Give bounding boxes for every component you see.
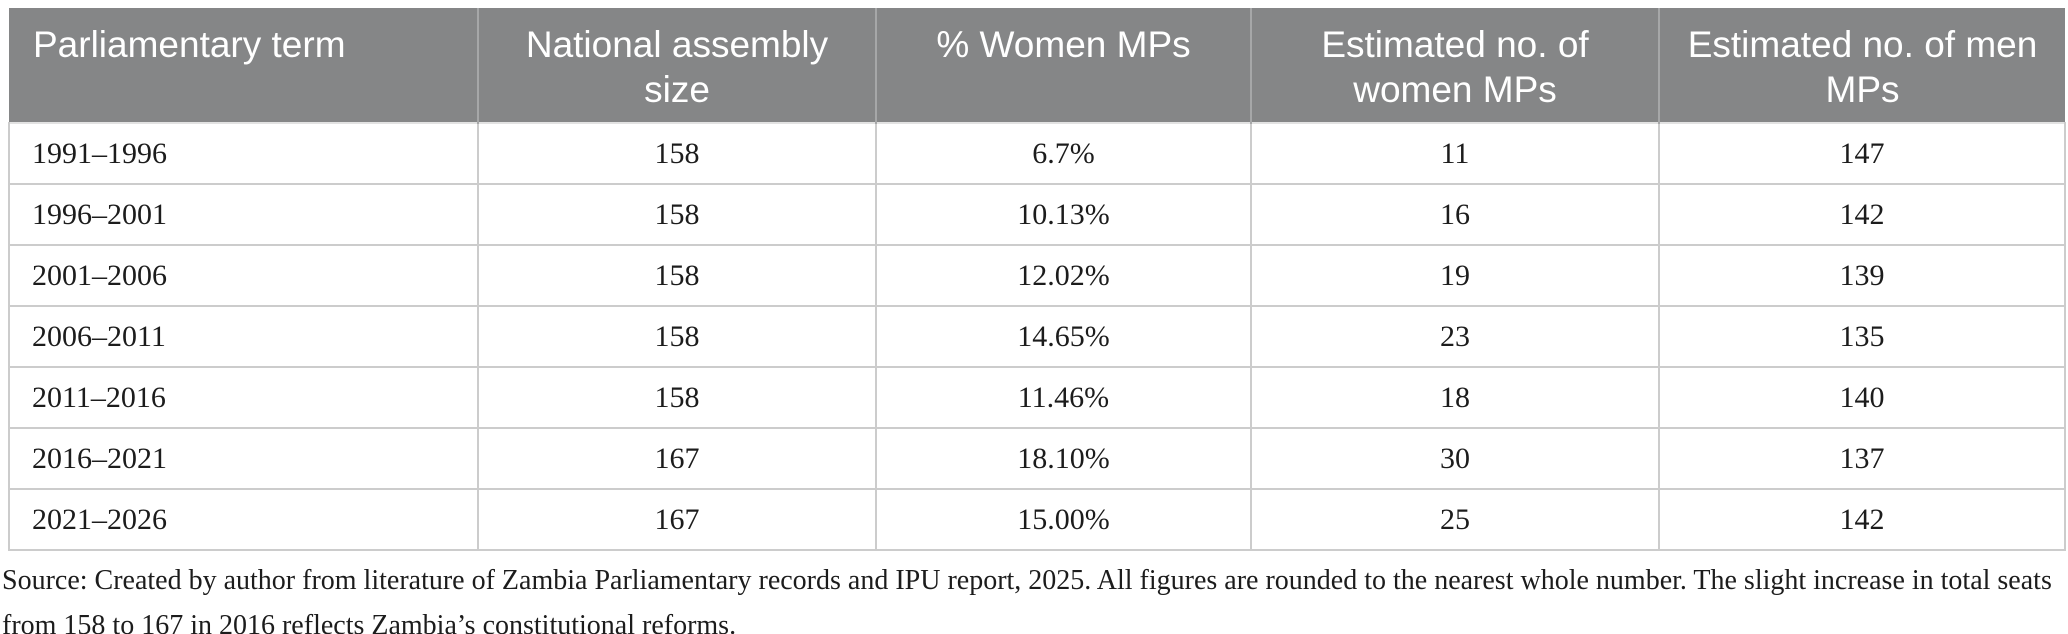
table-cell: 15.00% <box>875 488 1252 551</box>
table-header: Parliamentary term National assembly siz… <box>9 8 2065 123</box>
table-cell: 158 <box>477 366 877 429</box>
table-row: 2001–2006 158 12.02% 19 139 <box>8 244 2066 307</box>
table-cell: 142 <box>1658 488 2066 551</box>
table-cell: 25 <box>1250 488 1660 551</box>
header-row: Parliamentary term National assembly siz… <box>9 8 2065 123</box>
column-header-estimated-men-mps: Estimated no. of men MPs <box>1658 8 2065 123</box>
cell-parliamentary-term: 2021–2026 <box>8 488 479 551</box>
table-cell: 158 <box>477 244 877 307</box>
table-cell: 167 <box>477 427 877 490</box>
cell-parliamentary-term: 2011–2016 <box>8 366 479 429</box>
table-row: 1991–1996 158 6.7% 11 147 <box>8 122 2066 185</box>
table-cell: 135 <box>1658 305 2066 368</box>
column-header-parliamentary-term: Parliamentary term <box>9 8 478 123</box>
table-cell: 147 <box>1658 122 2066 185</box>
table-cell: 139 <box>1658 244 2066 307</box>
table-cell: 10.13% <box>875 183 1252 246</box>
column-header-percent-women-mps: % Women MPs <box>875 8 1251 123</box>
column-header-estimated-women-mps: Estimated no. of women MPs <box>1250 8 1659 123</box>
table-cell: 158 <box>477 122 877 185</box>
table-cell: 11.46% <box>875 366 1252 429</box>
cell-parliamentary-term: 2016–2021 <box>8 427 479 490</box>
table-cell: 11 <box>1250 122 1660 185</box>
source-note: Source: Created by author from literatur… <box>2 565 2052 634</box>
cell-parliamentary-term: 1991–1996 <box>8 122 479 185</box>
table-cell: 14.65% <box>875 305 1252 368</box>
table-cell: 18 <box>1250 366 1660 429</box>
table-cell: 137 <box>1658 427 2066 490</box>
cell-parliamentary-term: 2001–2006 <box>8 244 479 307</box>
table-cell: 23 <box>1250 305 1660 368</box>
table-row: 2016–2021 167 18.10% 30 137 <box>8 427 2066 490</box>
table-cell: 18.10% <box>875 427 1252 490</box>
table-cell: 142 <box>1658 183 2066 246</box>
parliamentary-terms-table: Parliamentary term National assembly siz… <box>8 8 2066 551</box>
table-row: 2021–2026 167 15.00% 25 142 <box>8 488 2066 551</box>
table-cell: 12.02% <box>875 244 1252 307</box>
table-cell: 16 <box>1250 183 1660 246</box>
cell-parliamentary-term: 2006–2011 <box>8 305 479 368</box>
table-body: 1991–1996 158 6.7% 11 147 1996–2001 158 10.13% 1… <box>8 122 2066 551</box>
table-cell: 140 <box>1658 366 2066 429</box>
table-cell: 30 <box>1250 427 1660 490</box>
table-cell: 158 <box>477 305 877 368</box>
table-cell: 6.7% <box>875 122 1252 185</box>
cell-parliamentary-term: 1996–2001 <box>8 183 479 246</box>
table-cell: 19 <box>1250 244 1660 307</box>
table-cell: 167 <box>477 488 877 551</box>
table-row: 1996–2001 158 10.13% 16 142 <box>8 183 2066 246</box>
table-row: 2006–2011 158 14.65% 23 135 <box>8 305 2066 368</box>
table-cell: 158 <box>477 183 877 246</box>
table-row: 2011–2016 158 11.46% 18 140 <box>8 366 2066 429</box>
column-header-national-assembly-size: National assembly size <box>477 8 876 123</box>
